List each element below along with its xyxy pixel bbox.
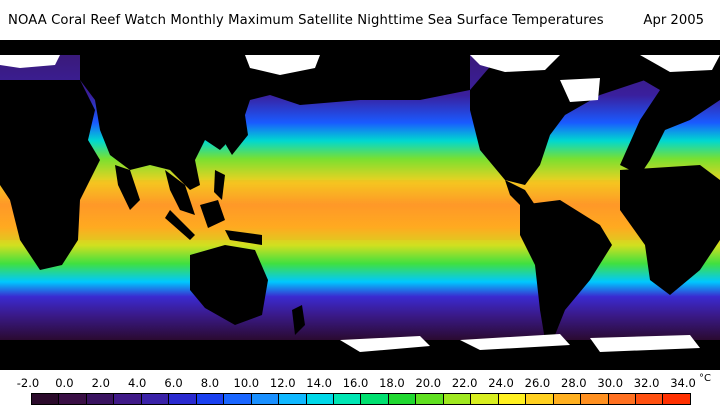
land-europe-west	[600, 55, 720, 175]
land-sumatra	[165, 210, 195, 240]
land-new-guinea	[225, 230, 262, 245]
legend-swatch	[443, 394, 472, 404]
map-title: NOAA Coral Reef Watch Monthly Maximum Sa…	[8, 13, 604, 28]
legend-swatch	[361, 394, 389, 404]
legend-tick-label: 28.0	[561, 376, 587, 390]
legend-tick-labels: -2.0 0.0 2.0 4.0 6.0 8.0 10.0 12.0 14.0 16.0 18.0 2…	[0, 376, 720, 392]
legend-swatch	[141, 394, 170, 404]
legend-tick-label: 34.0	[670, 376, 696, 390]
land-borneo	[200, 200, 225, 228]
legend-tick-label: 24.0	[488, 376, 514, 390]
legend-swatch	[169, 394, 197, 404]
legend-swatch	[663, 394, 690, 404]
land-north-america	[470, 55, 720, 185]
legend-tick-label: 2.0	[91, 376, 110, 390]
sea-ice	[0, 55, 720, 352]
legend-tick-label: 16.0	[342, 376, 369, 390]
ice-okhotsk	[245, 55, 320, 75]
world-map-svg	[0, 55, 720, 370]
legend-tick-label: -2.0	[16, 376, 40, 390]
legend-swatch	[635, 394, 664, 404]
land-new-zealand	[292, 305, 305, 335]
legend-tick-label: 8.0	[200, 376, 220, 390]
legend-tick-label: 6.0	[164, 376, 183, 390]
map-date: Apr 2005	[643, 13, 704, 28]
ice-antarctic-1	[340, 336, 430, 352]
ice-arctic-west	[0, 55, 60, 68]
legend-swatch	[196, 394, 225, 404]
legend-tick-label: 22.0	[451, 376, 478, 390]
legend-unit: °C	[699, 373, 711, 384]
land-india	[115, 165, 140, 210]
land-africa	[0, 80, 100, 270]
legend-tick-label: 10.0	[233, 376, 260, 390]
ice-hudson	[560, 78, 600, 102]
legend-swatch	[59, 394, 87, 404]
legend-tick-label: 12.0	[269, 376, 296, 390]
land-africa-west	[620, 165, 720, 295]
land-south-america	[520, 200, 612, 340]
title-bar: NOAA Coral Reef Watch Monthly Maximum Sa…	[0, 0, 720, 40]
legend-tick-label: 32.0	[633, 376, 660, 390]
legend-swatch	[333, 394, 362, 404]
land-central-america	[505, 180, 535, 210]
legend-swatch	[388, 394, 417, 404]
legend-swatch	[581, 394, 609, 404]
land-antarctica	[0, 340, 720, 370]
legend-swatch	[608, 394, 636, 404]
legend-swatch	[32, 394, 60, 404]
ice-antarctic-3	[590, 335, 700, 352]
legend-swatch	[416, 394, 444, 404]
legend-swatch	[224, 394, 252, 404]
legend-tick-label: 26.0	[524, 376, 551, 390]
legend-swatch	[498, 394, 527, 404]
legend-swatch	[279, 394, 307, 404]
legend-tick-label: 20.0	[415, 376, 442, 390]
land-australia	[190, 245, 268, 325]
legend-tick-label: 4.0	[128, 376, 147, 390]
sst-map	[0, 40, 720, 370]
legend-tick-label: 30.0	[597, 376, 624, 390]
legend-swatch	[306, 394, 334, 404]
legend-tick-label: 18.0	[379, 376, 405, 390]
legend-swatch	[553, 394, 582, 404]
land-southeast-asia	[165, 170, 195, 215]
land-masses	[0, 55, 720, 370]
land-japan	[225, 115, 248, 155]
legend-swatch	[251, 394, 280, 404]
legend-tick-label: 0.0	[55, 376, 74, 390]
land-eurasia	[80, 55, 470, 190]
ocean-equatorial-band	[0, 180, 720, 240]
legend-swatch	[526, 394, 554, 404]
land-philippines	[214, 170, 225, 200]
legend-swatch	[114, 394, 142, 404]
legend-swatch	[86, 394, 115, 404]
legend-swatch	[471, 394, 499, 404]
ice-svalbard	[640, 55, 720, 72]
legend-tick-label: 14.0	[306, 376, 332, 390]
legend-color-bar	[31, 393, 691, 405]
ice-antarctic-2	[460, 334, 570, 350]
ice-arctic-east	[470, 55, 560, 72]
